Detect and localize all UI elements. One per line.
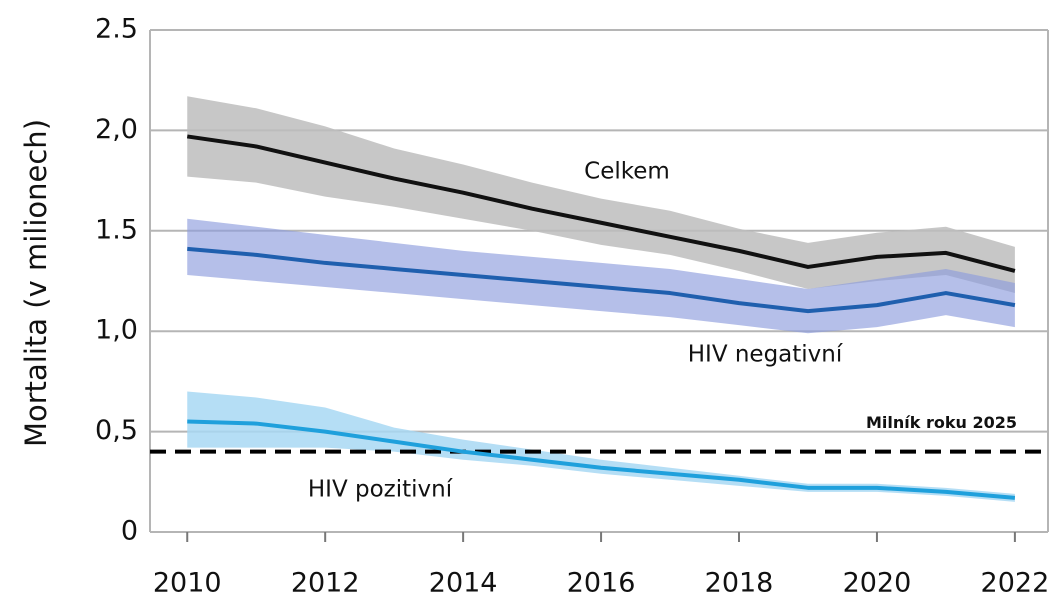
y-tick-label: 2.5: [95, 14, 138, 45]
y-tick-label: 2,0: [95, 114, 138, 145]
y-axis-label: Mortalita (v milionech): [19, 119, 53, 447]
x-tick-label: 2014: [429, 568, 498, 599]
x-tick-label: 2010: [153, 568, 222, 599]
series-label: Celkem: [584, 159, 670, 185]
series-label: HIV pozitivní: [308, 477, 453, 503]
x-tick-label: 2018: [705, 568, 774, 599]
y-tick-label: 0,5: [95, 415, 138, 446]
y-tick-label: 1,0: [95, 315, 138, 346]
series-line: [187, 246, 1016, 314]
milestone-label: Milník roku 2025: [866, 413, 1017, 432]
series-line: [187, 419, 1016, 500]
series-line: [186, 134, 1016, 273]
y-tick-label: 0: [121, 516, 138, 547]
series-label: HIV negativní: [688, 342, 843, 368]
x-tick-label: 2012: [291, 568, 360, 599]
confidence-band: [187, 96, 1015, 294]
x-tick-label: 2022: [981, 568, 1050, 599]
y-tick-label: 1.5: [95, 214, 138, 245]
x-tick-label: 2020: [843, 568, 912, 599]
x-tick-label: 2016: [567, 568, 636, 599]
confidence-band: [187, 218, 1015, 334]
